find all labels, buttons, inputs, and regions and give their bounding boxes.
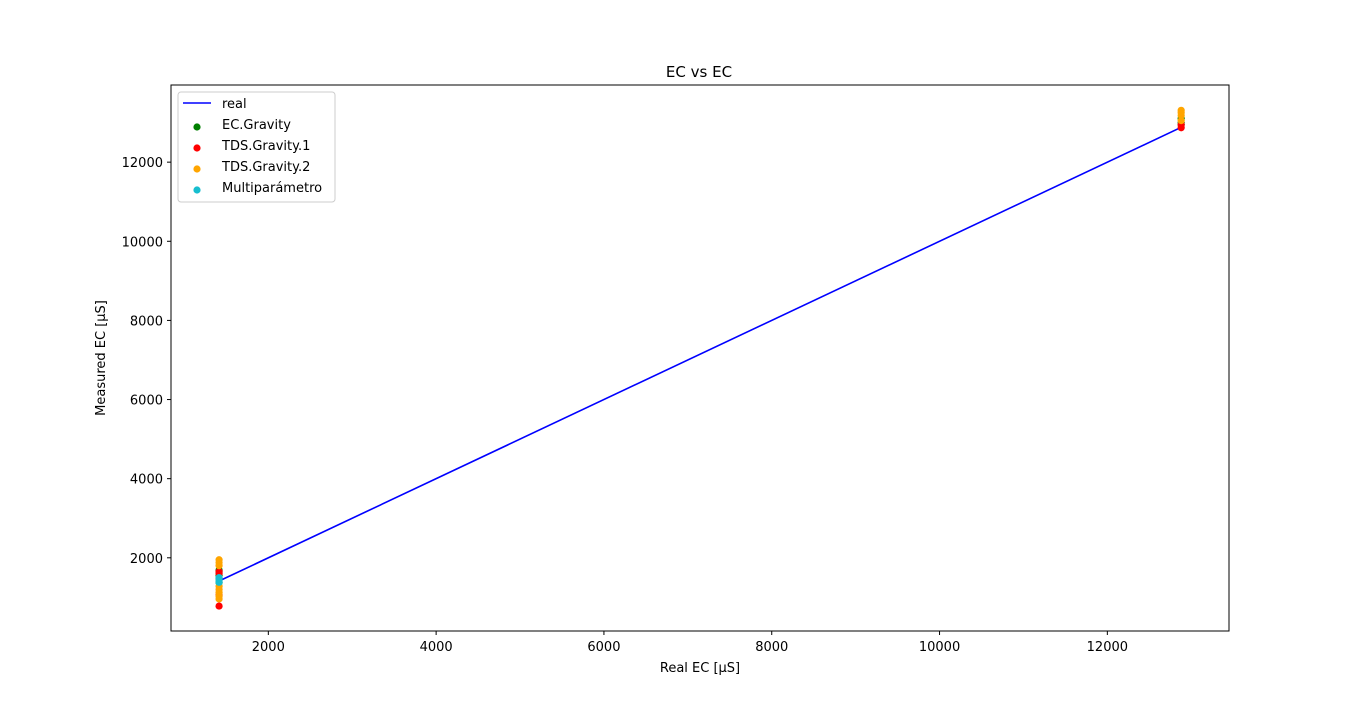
- plot-frame: [170, 84, 1230, 632]
- x-tick-label-5: 12000: [1087, 640, 1128, 655]
- y-axis-label: Measured EC [μS]: [94, 300, 109, 416]
- legend-label-2: TDS.Gravity.1: [221, 139, 310, 154]
- legend-swatch-2: [193, 144, 201, 152]
- x-axis-label: Real EC [μS]: [660, 661, 740, 676]
- legend-box: [177, 91, 336, 203]
- point-series-2-7: [215, 595, 223, 603]
- x-tick-label-3: 8000: [755, 640, 788, 655]
- point-series-2-11: [1177, 117, 1185, 125]
- x-tick-label-4: 10000: [919, 640, 960, 655]
- x-tick-label-0: 2000: [252, 640, 285, 655]
- point-series-1-3: [215, 602, 223, 610]
- legend: real EC.Gravity TDS.Gravity.1 TDS.Gravity.2…: [177, 91, 336, 203]
- y-tick-label-2: 6000: [130, 394, 163, 409]
- chart-title: EC vs EC: [666, 63, 732, 81]
- y-tick-label-0: 2000: [130, 552, 163, 567]
- x-tick-label-1: 4000: [420, 640, 453, 655]
- legend-label-1: EC.Gravity: [222, 118, 291, 133]
- legend-swatch-4: [193, 186, 201, 194]
- x-tick-label-2: 6000: [587, 640, 620, 655]
- legend-label-0: real: [222, 97, 247, 112]
- legend-swatch-1: [193, 123, 201, 131]
- legend-label-4: Multiparámetro: [222, 181, 322, 196]
- y-tick-label-4: 10000: [122, 235, 163, 250]
- plot-area: [215, 106, 1185, 610]
- point-series-1-5: [1177, 124, 1185, 132]
- axis-ticks: 2000 4000 6000 8000 10000 12000 2000 4000 6000 80…: [122, 156, 1128, 655]
- point-series-3-2: [215, 578, 223, 586]
- legend-label-3: TDS.Gravity.2: [221, 160, 310, 175]
- point-series-2-10: [1177, 111, 1185, 120]
- y-tick-label-5: 12000: [122, 156, 163, 171]
- y-tick-label-1: 4000: [130, 473, 163, 488]
- real-line: [218, 126, 1182, 582]
- y-tick-label-3: 8000: [130, 314, 163, 329]
- point-series-2-2: [215, 562, 223, 570]
- legend-swatch-3: [193, 165, 201, 173]
